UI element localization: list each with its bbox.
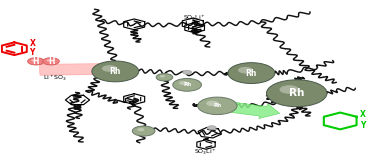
Circle shape: [179, 81, 188, 85]
Circle shape: [266, 80, 327, 107]
Circle shape: [28, 58, 44, 65]
Circle shape: [207, 126, 216, 130]
Circle shape: [156, 74, 173, 81]
Circle shape: [137, 128, 144, 131]
Circle shape: [198, 97, 237, 115]
Circle shape: [238, 67, 253, 73]
Text: SO$_3$Li$^+$: SO$_3$Li$^+$: [194, 147, 218, 157]
Text: Rh: Rh: [289, 88, 304, 98]
Text: H: H: [33, 57, 39, 66]
Text: Rh: Rh: [110, 67, 121, 76]
Circle shape: [183, 70, 192, 74]
Text: Y: Y: [29, 48, 35, 57]
Text: Rh: Rh: [183, 82, 191, 87]
Text: SO$_3$Li$^+$: SO$_3$Li$^+$: [183, 13, 206, 23]
Circle shape: [160, 75, 165, 77]
Circle shape: [173, 78, 201, 91]
Circle shape: [279, 85, 299, 94]
Text: X: X: [360, 110, 366, 119]
Circle shape: [102, 65, 117, 72]
Circle shape: [43, 58, 59, 65]
Circle shape: [46, 59, 51, 61]
Text: Rh: Rh: [213, 103, 222, 108]
Text: H: H: [48, 57, 54, 66]
Circle shape: [132, 126, 155, 136]
Text: Y: Y: [360, 121, 366, 130]
Circle shape: [228, 63, 275, 83]
Text: Rh: Rh: [246, 69, 257, 78]
FancyArrow shape: [218, 101, 280, 119]
FancyArrow shape: [39, 61, 132, 77]
Text: Li$^+$SO$_3$: Li$^+$SO$_3$: [43, 73, 67, 83]
Text: X: X: [29, 39, 35, 48]
Circle shape: [31, 59, 36, 61]
Circle shape: [206, 101, 219, 106]
Circle shape: [92, 61, 139, 82]
